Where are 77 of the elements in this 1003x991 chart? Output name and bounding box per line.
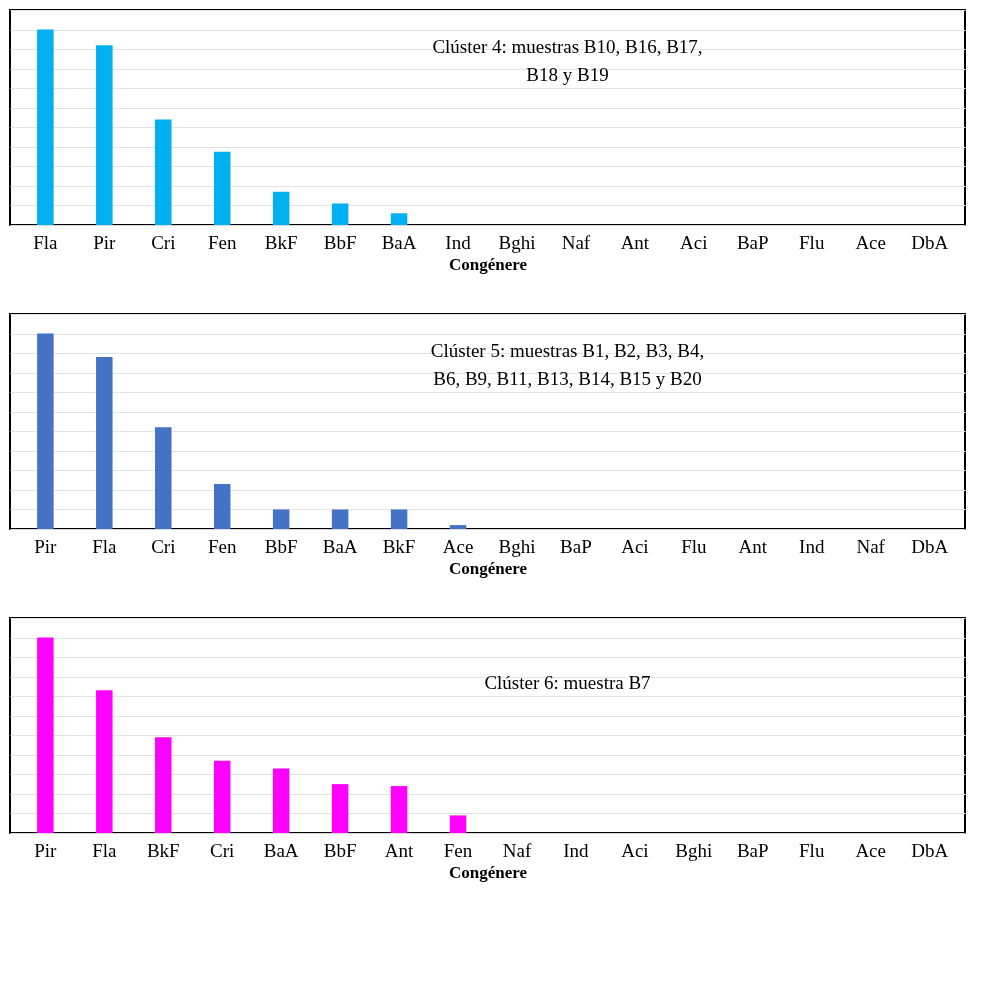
x-tick-label: Cri xyxy=(210,839,235,861)
x-tick-label: Ind xyxy=(563,839,590,861)
x-tick-label: DbA xyxy=(911,535,949,557)
x-tick-label: Aci xyxy=(621,535,649,557)
x-tick-label: BkF xyxy=(146,839,180,861)
x-axis-title: Congénere xyxy=(448,862,528,882)
bar xyxy=(37,29,54,225)
x-tick-label: BbF xyxy=(264,535,298,557)
x-tick-label: Bghi xyxy=(498,535,536,557)
bar xyxy=(390,509,408,529)
bar xyxy=(272,509,290,529)
text: Clúster 4: muestras B10, B16, B17, B18 y B19 xyxy=(432,36,703,85)
bar xyxy=(213,484,231,529)
x-tick-label: Pir xyxy=(34,535,58,557)
x-tick-label: BaP xyxy=(736,839,769,861)
x-tick-label: BaA xyxy=(263,839,299,861)
bar xyxy=(449,525,467,529)
bar xyxy=(213,760,231,833)
x-tick-label: Naf xyxy=(856,535,886,557)
x-tick-label: BaP xyxy=(736,231,769,253)
x-tick-label: BaA xyxy=(322,535,358,557)
bar xyxy=(390,213,408,225)
x-tick-label: Ind xyxy=(799,535,825,557)
x-tick-label: Fen xyxy=(207,535,237,557)
x-tick-label: Bghi xyxy=(498,231,536,253)
x-tick-label: Cri xyxy=(151,231,176,253)
bar xyxy=(331,784,349,833)
x-axis-title: Congénere xyxy=(448,558,528,578)
x-tick-label: Naf xyxy=(502,839,532,861)
bar xyxy=(331,203,349,225)
x-tick-label: Pir xyxy=(93,231,117,253)
bar xyxy=(449,815,467,833)
bar xyxy=(96,690,113,833)
x-tick-label: Ant xyxy=(738,535,768,557)
x-tick-label: Fen xyxy=(443,839,473,861)
bar xyxy=(37,333,54,529)
x-tick-label: Ant xyxy=(620,231,650,253)
bar xyxy=(272,768,290,833)
x-tick-label: BaP xyxy=(560,535,592,557)
x-tick-label: Aci xyxy=(621,839,649,861)
x-tick-label: Fla xyxy=(33,231,59,253)
bar xyxy=(96,45,113,225)
text: Clúster 6: muestra B7 xyxy=(484,672,651,693)
x-tick-label: Ace xyxy=(442,535,474,557)
bar xyxy=(213,151,231,225)
x-tick-label: BaA xyxy=(381,231,417,253)
bar xyxy=(155,119,172,225)
x-tick-label: DbA xyxy=(911,839,949,861)
x-axis-title: Congénere xyxy=(448,254,528,274)
bar xyxy=(331,509,349,529)
x-tick-label: Fen xyxy=(207,231,237,253)
x-tick-label: Ant xyxy=(384,839,415,861)
x-tick-label: Flu xyxy=(799,839,825,861)
x-tick-label: Ace xyxy=(855,839,886,861)
x-tick-label: Flu xyxy=(681,535,707,557)
x-tick-label: Cri xyxy=(151,535,176,557)
x-tick-label: Bghi xyxy=(675,839,713,861)
bar xyxy=(96,357,113,529)
bar xyxy=(155,427,172,529)
bar xyxy=(37,637,54,833)
text: Clúster 5: muestras B1, B2, B3, B4, B6, B9, B11, B13, B14, B15 y B20 xyxy=(430,340,705,389)
bar xyxy=(272,191,290,225)
x-tick-label: Fla xyxy=(92,839,118,861)
x-tick-label: Naf xyxy=(561,231,591,253)
bar xyxy=(390,786,408,833)
x-tick-label: DbA xyxy=(911,231,949,253)
x-tick-label: BkF xyxy=(382,535,416,557)
x-tick-label: BbF xyxy=(323,231,357,253)
x-tick-label: BkF xyxy=(264,231,298,253)
x-tick-label: Pir xyxy=(34,839,58,861)
x-tick-label: BbF xyxy=(323,839,357,861)
x-tick-label: Ind xyxy=(445,231,472,253)
x-tick-label: Flu xyxy=(799,231,825,253)
x-tick-label: Fla xyxy=(92,535,118,557)
x-tick-label: Ace xyxy=(855,231,886,253)
x-tick-label: Aci xyxy=(680,231,708,253)
bar xyxy=(155,737,172,833)
